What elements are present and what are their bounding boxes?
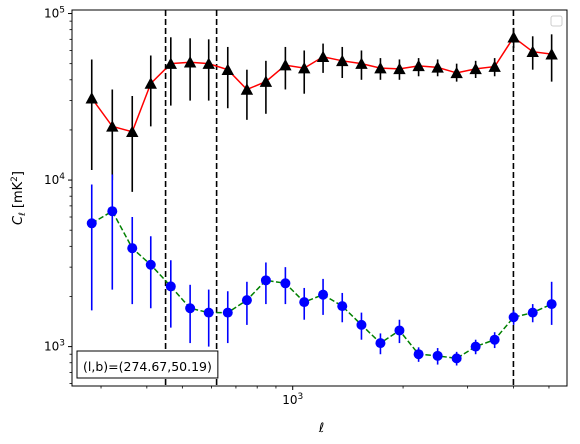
series-1	[86, 174, 557, 366]
annotation-frame	[76, 350, 219, 379]
annotation-text: (l,b)=(274.67,50.19)	[83, 359, 212, 374]
data-point-circle	[241, 295, 252, 306]
data-point-circle	[280, 278, 291, 289]
data-point-triangle	[469, 62, 482, 75]
data-point-circle	[527, 307, 538, 318]
data-point-circle	[546, 299, 557, 310]
data-point-triangle	[355, 57, 368, 69]
data-point-circle	[260, 275, 271, 286]
data-point-triangle	[85, 92, 98, 104]
data-point-circle	[432, 350, 443, 361]
data-series	[85, 27, 558, 366]
data-point-triangle	[279, 58, 292, 71]
data-point-circle	[356, 319, 367, 330]
axis-ticks: 103 103 104 105	[44, 6, 550, 407]
x-tick-label: 103	[282, 392, 303, 407]
y-axis-label-text: Cℓ [mK2]	[10, 171, 28, 225]
data-point-triangle	[164, 57, 178, 69]
data-point-circle	[508, 312, 519, 323]
data-point-triangle	[336, 54, 349, 67]
data-point-triangle	[316, 50, 330, 63]
data-point-triangle	[240, 83, 254, 95]
y-tick-label: 103	[44, 339, 65, 354]
data-point-circle	[107, 206, 118, 217]
data-point-triangle	[545, 47, 558, 60]
data-point-circle	[299, 297, 310, 308]
data-point-circle	[394, 325, 405, 336]
data-point-triangle	[431, 61, 444, 73]
data-point-circle	[127, 243, 138, 254]
data-point-circle	[165, 281, 176, 292]
y-tick-label: 104	[44, 172, 65, 187]
data-point-triangle	[412, 59, 425, 72]
data-point-triangle	[488, 60, 501, 72]
data-point-triangle	[393, 62, 406, 75]
data-point-circle	[489, 334, 500, 345]
data-point-triangle	[298, 61, 311, 74]
data-point-triangle	[202, 57, 215, 69]
data-point-triangle	[183, 56, 197, 68]
data-point-circle	[470, 341, 481, 352]
annotation-box: (l,b)=(274.67,50.19)	[76, 350, 219, 379]
data-point-triangle	[374, 61, 387, 74]
data-point-circle	[86, 218, 97, 229]
data-point-circle	[145, 259, 156, 270]
data-point-circle	[318, 289, 329, 300]
data-point-triangle	[126, 125, 139, 138]
data-point-triangle	[144, 77, 157, 89]
data-point-circle	[451, 353, 462, 364]
data-point-circle	[413, 349, 424, 360]
series-0	[85, 27, 558, 192]
data-point-circle	[375, 338, 386, 349]
y-axis-label: Cℓ [mK2]	[10, 171, 28, 225]
data-point-circle	[337, 301, 348, 312]
legend-frame	[550, 15, 563, 27]
data-point-circle	[222, 307, 233, 318]
x-axis-label: ℓ	[318, 421, 324, 436]
data-point-triangle	[450, 66, 463, 79]
data-point-triangle	[526, 45, 539, 57]
plot-frame	[71, 9, 568, 387]
data-point-circle	[203, 307, 214, 318]
legend	[550, 15, 563, 27]
data-point-triangle	[106, 120, 119, 132]
data-point-triangle	[507, 31, 520, 43]
y-tick-label: 105	[44, 6, 65, 21]
data-point-triangle	[259, 75, 273, 87]
data-point-circle	[185, 303, 196, 314]
data-point-triangle	[221, 63, 234, 75]
